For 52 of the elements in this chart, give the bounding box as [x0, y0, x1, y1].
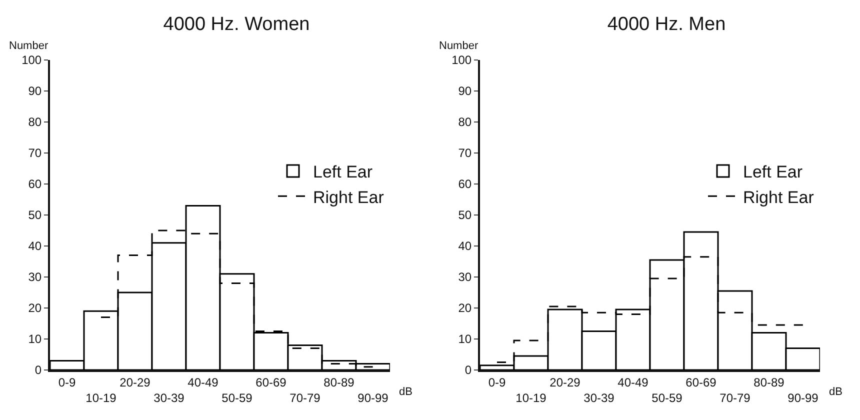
legend-label: Left Ear: [743, 162, 803, 182]
y-tick-label: 30: [28, 270, 42, 284]
x-tick-label: 40-49: [618, 375, 649, 390]
x-axis-title: dB: [399, 386, 412, 398]
x-tick-label: 20-29: [120, 375, 151, 390]
legend-label: Left Ear: [313, 162, 373, 182]
y-tick-label: 70: [458, 146, 472, 160]
legend-label: Right Ear: [313, 188, 384, 207]
x-tick-label: 30-39: [154, 391, 185, 405]
y-tick-label: 40: [28, 239, 42, 254]
y-tick-label: 100: [452, 53, 472, 68]
y-tick-label: 0: [34, 363, 42, 378]
y-axis-title: Number: [439, 40, 478, 52]
y-tick-label: 30: [458, 270, 472, 284]
x-tick-label: 10-19: [516, 391, 547, 405]
y-axis-title: Number: [9, 40, 48, 52]
y-tick-label: 90: [458, 84, 472, 98]
x-tick-label: 70-79: [290, 391, 321, 405]
x-tick-label: 90-99: [358, 391, 389, 405]
y-tick-label: 50: [28, 208, 42, 222]
y-tick-label: 20: [28, 301, 42, 316]
x-tick-label: 90-99: [788, 391, 819, 405]
y-tick-label: 80: [458, 115, 472, 130]
y-tick-label: 70: [28, 146, 42, 160]
y-tick-label: 50: [458, 208, 472, 222]
y-tick-label: 60: [458, 177, 472, 192]
x-tick-label: 40-49: [188, 375, 219, 390]
x-tick-label: 80-89: [324, 375, 355, 390]
x-tick-label: 80-89: [754, 375, 785, 390]
x-tick-label: 0-9: [58, 375, 76, 390]
y-tick-label: 40: [458, 239, 472, 254]
legend-label: Right Ear: [743, 188, 814, 207]
x-tick-label: 30-39: [584, 391, 615, 405]
y-tick-label: 10: [28, 332, 42, 346]
y-tick-label: 10: [458, 332, 472, 346]
y-tick-label: 80: [28, 115, 42, 130]
x-tick-label: 10-19: [86, 391, 117, 405]
x-tick-label: 0-9: [488, 375, 506, 390]
x-tick-label: 50-59: [222, 391, 253, 405]
y-tick-label: 0: [464, 363, 472, 378]
y-tick-label: 100: [22, 53, 42, 68]
y-tick-label: 60: [28, 177, 42, 192]
y-tick-label: 90: [28, 84, 42, 98]
x-tick-label: 60-69: [686, 375, 717, 390]
x-tick-label: 60-69: [256, 375, 287, 390]
x-tick-label: 70-79: [720, 391, 751, 405]
chart-title: 4000 Hz. Men: [607, 14, 726, 36]
x-tick-label: 20-29: [550, 375, 581, 390]
y-tick-label: 20: [458, 301, 472, 316]
x-tick-label: 50-59: [652, 391, 683, 405]
chart-title: 4000 Hz. Women: [163, 14, 310, 36]
x-axis-title: dB: [829, 386, 842, 398]
